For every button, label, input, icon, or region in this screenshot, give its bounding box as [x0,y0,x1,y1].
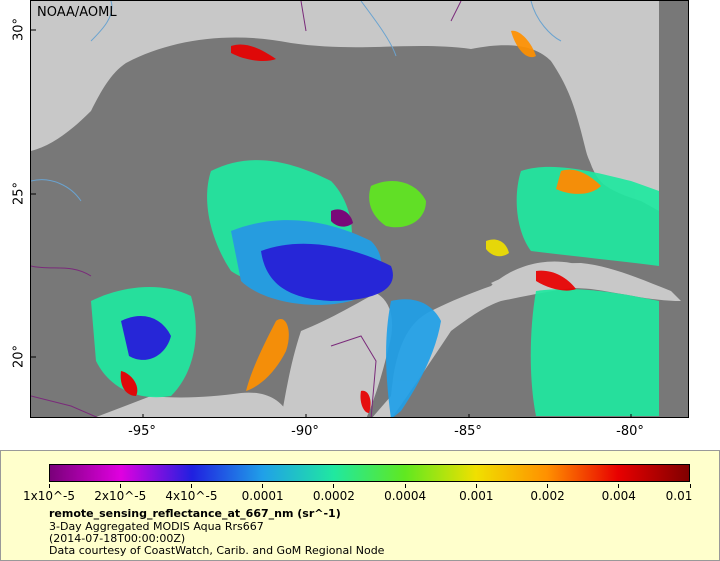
colorbar-label: 0.0002 [312,489,355,503]
colorbar-tick [119,484,121,488]
colorbar-label: 0.001 [459,489,494,503]
colorbar-tick [262,484,264,488]
legend-date: (2014-07-18T00:00:00Z) [49,532,186,545]
colorbar-label: 0.0001 [241,489,284,503]
gulf-of-mexico-map [31,1,688,417]
legend-panel: 1x10^-5 2x10^-5 4x10^-5 0.0001 0.0002 0.0004 0… [0,450,720,561]
colorbar-label: 0.01 [665,489,693,503]
lon-label-90: -90° [291,424,319,439]
rivers [31,1,562,202]
colorbar-label: 0.004 [601,489,636,503]
lat-label-30: 30° [11,17,27,42]
legend-title: remote_sensing_reflectance_at_667_nm (sr… [49,507,341,520]
colorbar-tick [48,484,50,488]
lat-label-25: 25° [11,181,27,206]
florida-land [551,41,659,206]
colorbar-label: 0.002 [530,489,565,503]
legend-credit: Data courtesy of CoastWatch, Carib. and … [49,544,385,557]
political-borders [31,1,462,417]
lon-label-85: -85° [454,424,482,439]
reflectance-data [91,30,659,417]
colorbar-label: 4x10^-5 [165,489,218,503]
colorbar-tick [689,484,691,488]
colorbar-tick [404,484,406,488]
map-credit: NOAA/AOML [37,5,117,20]
atlantic-water [659,1,688,417]
colorbar-tick [190,484,192,488]
legend-dataset-name: 3-Day Aggregated MODIS Aqua Rrs667 [49,520,264,533]
lon-label-80: -80° [616,424,644,439]
colorbar-label: 2x10^-5 [94,489,147,503]
graticule-ticks [31,29,632,417]
map-area[interactable]: NOAA/AOML [30,0,689,418]
colorbar-label: 1x10^-5 [22,489,76,503]
yucatan-land [281,293,393,417]
colorbar [49,464,690,482]
colorbar-tick [475,484,477,488]
colorbar-tick [333,484,335,488]
colorbar-label: 0.0004 [384,489,427,503]
colorbar-tick [618,484,620,488]
lat-label-20: 20° [11,344,27,369]
colorbar-tick [547,484,549,488]
lon-label-95: -95° [128,424,156,439]
